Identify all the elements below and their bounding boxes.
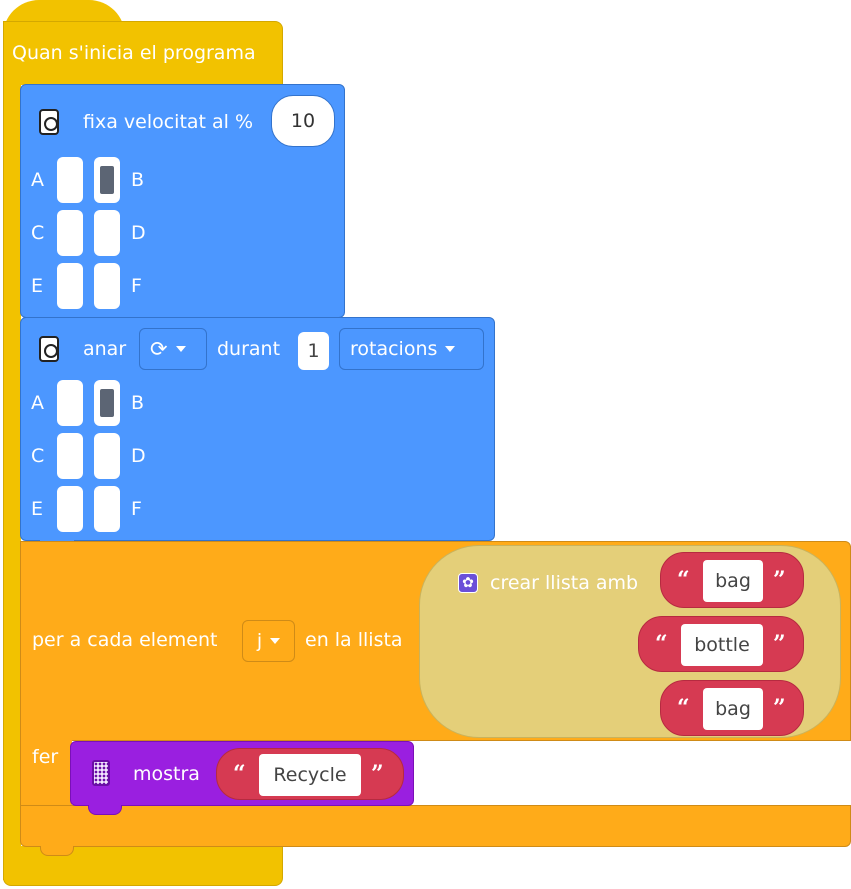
close-quote-icon: ” (773, 567, 786, 593)
duration-label: durant (217, 338, 281, 360)
port-d-toggle[interactable] (94, 433, 120, 479)
port-label-f: F (131, 498, 142, 520)
for-each-label: per a cada element (32, 629, 218, 651)
list-item-text: bag (715, 698, 751, 720)
port-label-e: E (31, 275, 44, 297)
port-e-toggle[interactable] (57, 486, 83, 532)
loop-variable-value: j (256, 630, 263, 652)
loop-arm: fer (20, 740, 72, 806)
display-text-input[interactable]: Recycle (259, 754, 361, 796)
speed-value-text: 10 (290, 110, 316, 132)
list-item-input[interactable]: bag (703, 688, 763, 730)
port-label-c: C (31, 222, 45, 244)
chevron-down-icon (445, 346, 456, 352)
light-matrix-icon (92, 760, 110, 786)
rotation-amount-input[interactable]: 1 (298, 332, 329, 370)
chevron-down-icon (270, 638, 281, 644)
unit-dropdown-value: rotacions (350, 338, 438, 360)
list-item-text: bag (715, 570, 751, 592)
unit-dropdown[interactable]: rotacions (339, 328, 484, 370)
port-b-toggle[interactable] (94, 157, 120, 203)
hat-block-label: Quan s'inicia el programa (12, 42, 256, 64)
block-connector (40, 846, 74, 856)
port-label-e: E (31, 498, 44, 520)
port-d-toggle[interactable] (94, 210, 120, 256)
display-text-value: Recycle (273, 764, 347, 786)
list-item-text-block[interactable]: “ bag ” (660, 680, 804, 736)
create-list-label: crear llista amb (490, 572, 639, 594)
port-label-a: A (31, 392, 44, 414)
close-quote-icon: ” (773, 695, 786, 721)
for-each-block[interactable]: per a cada element j en la llista ✿ crea… (20, 541, 851, 741)
port-label-b: B (131, 392, 145, 414)
port-label-a: A (31, 169, 44, 191)
rotation-amount-text: 1 (307, 340, 320, 362)
port-label-b: B (131, 169, 145, 191)
set-speed-block[interactable]: fixa velocitat al % 10 A B C D E F (20, 84, 345, 318)
hub-motor-icon (39, 336, 59, 362)
port-f-toggle[interactable] (94, 486, 120, 532)
port-label-d: D (131, 445, 146, 467)
loop-footer (20, 805, 851, 847)
port-e-toggle[interactable] (57, 263, 83, 309)
open-quote-icon: “ (233, 761, 246, 787)
in-list-label: en la llista (305, 629, 403, 651)
port-c-toggle[interactable] (57, 433, 83, 479)
port-a-toggle[interactable] (57, 380, 83, 426)
run-motor-label: anar (83, 338, 127, 360)
direction-dropdown[interactable]: ⟳ (139, 328, 207, 370)
close-quote-icon: ” (773, 631, 786, 657)
clockwise-arrow-icon: ⟳ (150, 337, 168, 361)
display-label: mostra (133, 763, 200, 785)
run-motor-block[interactable]: anar ⟳ durant 1 rotacions A B C D E F (20, 317, 495, 541)
set-speed-label: fixa velocitat al % (83, 111, 254, 133)
port-label-f: F (131, 275, 142, 297)
list-item-text-block[interactable]: “ bottle ” (638, 616, 804, 672)
do-label: fer (32, 746, 59, 768)
display-text-block[interactable]: mostra “ Recycle ” (70, 741, 414, 806)
port-label-d: D (131, 222, 146, 244)
open-quote-icon: “ (655, 631, 668, 657)
block-connector (88, 805, 122, 815)
display-text-value-block[interactable]: “ Recycle ” (216, 748, 404, 800)
open-quote-icon: “ (677, 695, 690, 721)
port-f-toggle[interactable] (94, 263, 120, 309)
port-a-toggle[interactable] (57, 157, 83, 203)
speed-value-input[interactable]: 10 (271, 95, 335, 147)
list-item-input[interactable]: bag (703, 560, 763, 602)
hub-motor-icon (39, 109, 59, 135)
port-b-toggle[interactable] (94, 380, 120, 426)
gear-icon[interactable]: ✿ (458, 573, 478, 593)
loop-variable-dropdown[interactable]: j (242, 620, 295, 662)
create-list-block[interactable]: ✿ crear llista amb “ bag ” “ bottle ” “ … (419, 545, 841, 738)
list-item-text: bottle (694, 634, 750, 656)
port-label-c: C (31, 445, 45, 467)
list-item-text-block[interactable]: “ bag ” (660, 552, 804, 608)
hat-block-spine (3, 80, 21, 880)
open-quote-icon: “ (677, 567, 690, 593)
list-item-input[interactable]: bottle (681, 624, 763, 666)
when-program-starts-block[interactable]: Quan s'inicia el programa (3, 21, 283, 85)
close-quote-icon: ” (371, 761, 384, 787)
chevron-down-icon (175, 346, 186, 352)
port-c-toggle[interactable] (57, 210, 83, 256)
